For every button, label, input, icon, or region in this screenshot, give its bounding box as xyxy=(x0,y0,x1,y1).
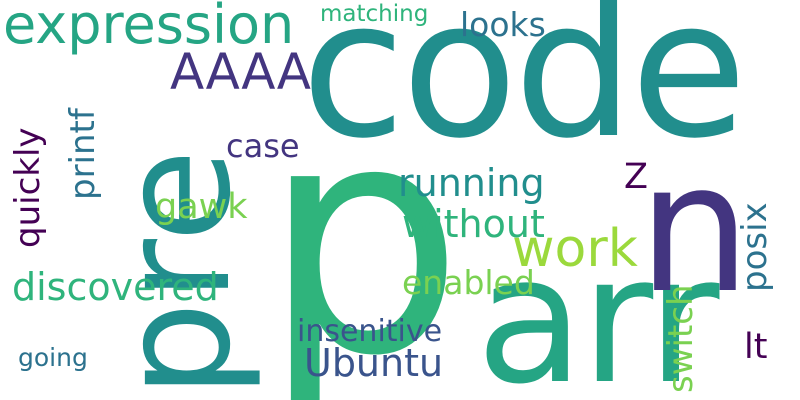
word-running: running xyxy=(398,164,545,202)
word-aaaa: AAAA xyxy=(170,47,311,97)
word-lt: lt xyxy=(744,330,767,365)
word-case: case xyxy=(226,130,300,162)
word-looks: looks xyxy=(460,8,546,41)
word-ubuntu: Ubuntu xyxy=(304,344,443,382)
word-discovered: discovered xyxy=(12,268,219,306)
word-switch: switch xyxy=(664,284,698,393)
word-insenitive: insenitive xyxy=(297,317,442,347)
word-without: without xyxy=(402,205,545,243)
word-posix: posix xyxy=(738,202,772,292)
word-quickly: quickly xyxy=(11,127,45,248)
word-z: Z xyxy=(624,160,648,195)
word-printf: printf xyxy=(66,108,100,200)
word-enabled: enabled xyxy=(402,266,535,299)
word-matching: matching xyxy=(320,3,428,26)
word-going: going xyxy=(18,345,88,370)
word-gawk: gawk xyxy=(155,190,248,225)
